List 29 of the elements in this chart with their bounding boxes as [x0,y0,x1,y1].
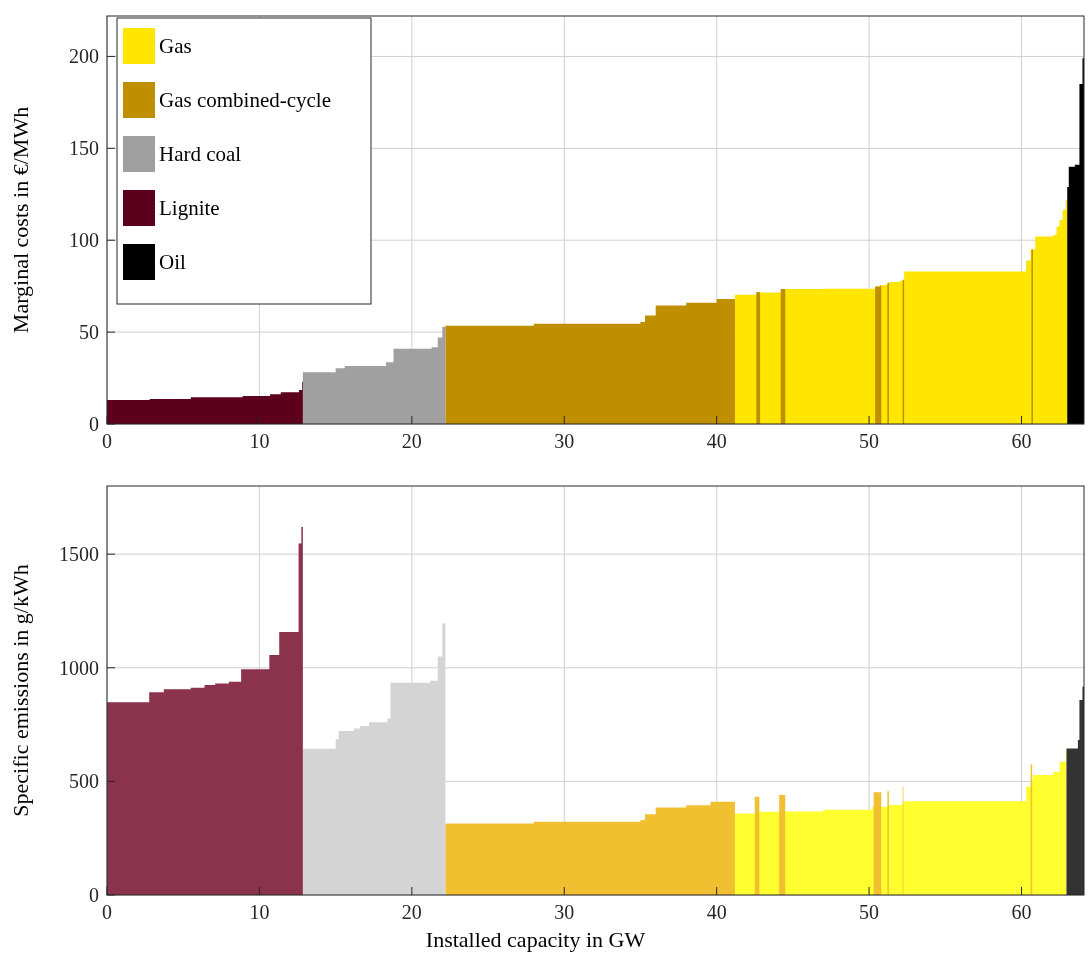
y-tick-label: 0 [89,413,99,435]
y-tick-label: 100 [69,229,99,252]
legend-label: Gas [159,34,192,58]
y-tick-label: 0 [89,884,99,906]
x-tick-label: 10 [249,901,270,923]
y-tick-label: 200 [69,45,99,68]
legend-label: Lignite [159,196,220,220]
y-axis-title: Specific emissions in g/kWh [8,564,33,817]
legend-label: Hard coal [159,142,242,166]
y-tick-label: 1000 [59,656,99,679]
x-tick-label: 20 [401,901,422,923]
x-tick-label: 30 [554,901,575,923]
x-axis-title: Installed capacity in GW [425,927,646,952]
x-tick-label: 40 [706,430,727,452]
x-tick-label: 40 [706,901,727,923]
y-tick-label: 50 [79,321,99,344]
y-tick-label: 150 [69,137,99,160]
x-tick-label: 30 [554,430,575,452]
x-tick-label: 20 [401,430,422,452]
legend-label: Gas combined-cycle [159,88,332,112]
x-tick-label: 60 [1011,901,1032,923]
y-tick-label: 1500 [59,543,99,566]
y-tick-label: 500 [69,770,99,793]
x-tick-label: 60 [1011,430,1032,452]
y-axis-title: Marginal costs in €/MWh [8,106,33,334]
x-tick-label: 50 [859,901,880,923]
legend-label: Oil [159,250,186,274]
x-tick-label: 10 [249,430,270,452]
x-tick-label: 50 [859,430,880,452]
